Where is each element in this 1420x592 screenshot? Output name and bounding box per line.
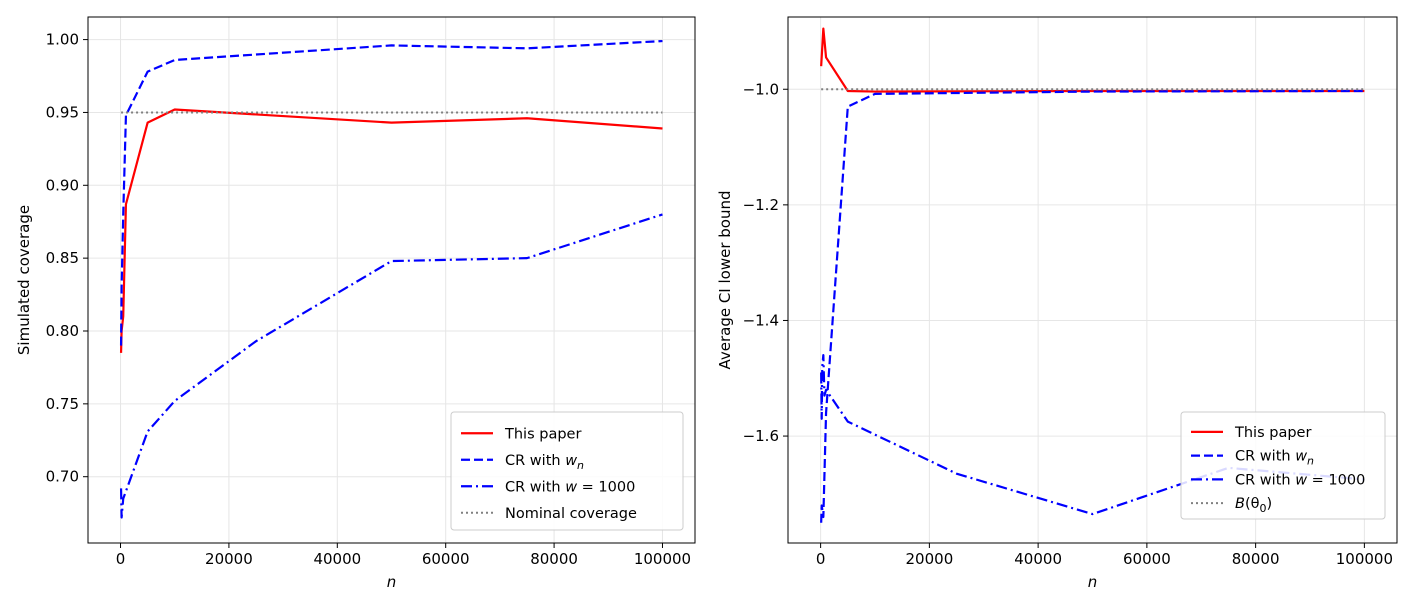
x-axis-label: n (387, 573, 397, 591)
plot-frame (787, 16, 1398, 544)
legend: This paper CR with wn CR with w = 1000 Nomi… (450, 411, 684, 531)
x-tick-label: 40000 (313, 550, 361, 568)
chart-1: 0 20000 40000 60000 80000 100000 0.70 0.75 0.80 0… (15, 16, 696, 591)
y-tick-label: 0.75 (46, 395, 79, 413)
legend-box (450, 411, 684, 531)
y-tick-label: 1.00 (46, 31, 79, 49)
legend: This paper CR with wn CR with w = 1000 B(θ0… (1180, 411, 1386, 520)
legend-label-cr-w1000: CR with w = 1000 (505, 479, 635, 495)
y-tick-label: −1.6 (743, 427, 779, 445)
x-axis-label: n (1088, 573, 1098, 591)
x-tick-label: 20000 (906, 550, 954, 568)
series-line-cr-wn (820, 89, 1365, 523)
x-tick-label: 40000 (1014, 550, 1062, 568)
legend-label-this-paper: This paper (504, 426, 581, 442)
series-line-cr-wn (119, 39, 663, 346)
x-tick-label: 80000 (530, 550, 578, 568)
y-tick-label: 0.95 (46, 103, 79, 121)
x-tick-label: 0 (116, 550, 126, 568)
plot-frame (87, 16, 696, 544)
x-tick-label: 60000 (1123, 550, 1171, 568)
legend-label-cr-w1000: CR with w = 1000 (1235, 472, 1365, 488)
y-tick-label: −1.2 (743, 196, 779, 214)
legend-label-b-theta: B(θ0) (1235, 496, 1272, 515)
x-tick-label: 100000 (1336, 550, 1393, 568)
legend-label-this-paper: This paper (1234, 425, 1311, 441)
y-axis-label: Average CI lower bound (716, 190, 734, 369)
y-tick-label: 0.70 (46, 468, 79, 486)
legend-label-nominal: Nominal coverage (505, 506, 637, 522)
x-tick-label: 0 (816, 550, 826, 568)
series-line-this-paper (119, 108, 663, 353)
x-tick-label: 60000 (422, 550, 470, 568)
legend-label-cr-wn: CR with wn (1235, 449, 1314, 468)
y-tick-label: 0.85 (46, 249, 79, 267)
series-line-cr-w1000 (820, 354, 1365, 516)
y-tick-label: 0.90 (46, 176, 79, 194)
legend-box (1180, 411, 1386, 520)
series-line-cr-w1000 (119, 213, 663, 519)
x-tick-label: 80000 (1232, 550, 1280, 568)
y-tick-label: −1.4 (743, 311, 779, 329)
x-tick-label: 20000 (205, 550, 253, 568)
y-tick-label: 0.80 (46, 322, 79, 340)
y-tick-label: −1.0 (743, 80, 779, 98)
y-axis-label: Simulated coverage (15, 205, 33, 355)
legend-label-cr-wn: CR with wn (505, 453, 584, 472)
chart-2: 0 20000 40000 60000 80000 100000 −1.6 −1.4 −1.2 −… (716, 16, 1398, 591)
x-tick-label: 100000 (634, 550, 691, 568)
series-line-this-paper (820, 27, 1365, 93)
